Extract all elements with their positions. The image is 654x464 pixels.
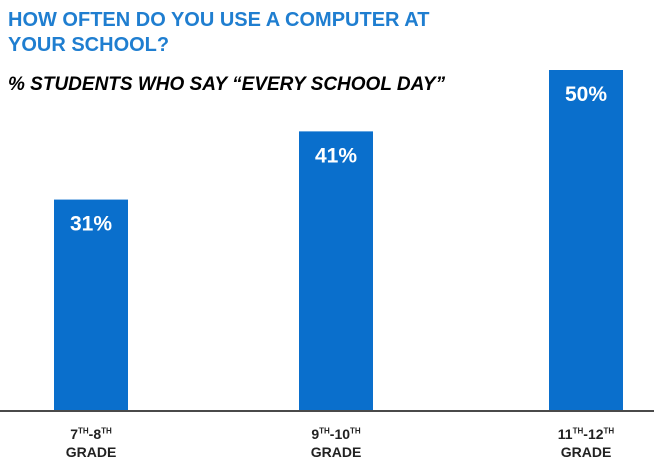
category-label-line1: 9TH-10TH (311, 426, 360, 442)
category-part-a: 11 (557, 425, 573, 442)
bar-2 (299, 131, 373, 411)
bar-value-label-2: 41% (315, 144, 357, 167)
category-label-line2: GRADE (310, 443, 362, 460)
category-part-b-sup: TH (350, 426, 361, 435)
category-part-a-sup: TH (78, 426, 89, 435)
bar-3 (549, 70, 623, 411)
chart-title: HOW OFTEN DO YOU USE A COMPUTER AT YOUR S… (8, 8, 429, 58)
category-label-1: 7TH-8TH GRADE (31, 422, 151, 461)
category-part-b-sup: TH (603, 426, 615, 435)
chart-title-line2: YOUR SCHOOL? (8, 34, 170, 56)
category-part-b-sup: TH (101, 426, 112, 435)
category-part-b: -8 (88, 425, 102, 442)
category-label-line2: GRADE (65, 443, 117, 460)
category-label-line1: 7TH-8TH (70, 426, 112, 442)
category-part-a: 9 (311, 425, 320, 442)
category-part-b: -10 (329, 425, 351, 442)
category-label-line2: GRADE (560, 443, 612, 460)
category-part-b: -12 (583, 425, 604, 442)
chart-title-line1: HOW OFTEN DO YOU USE A COMPUTER AT (8, 9, 430, 31)
bar-value-label-3: 50% (565, 83, 607, 106)
category-label-line1: 11TH-12TH (558, 426, 614, 442)
category-part-a-sup: TH (319, 426, 330, 435)
bar-value-label-1: 31% (70, 213, 112, 236)
category-part-a-sup: TH (572, 426, 584, 435)
category-label-2: 9TH-10TH GRADE (276, 422, 396, 461)
bar-1 (54, 199, 128, 411)
category-label-3: 11TH-12TH GRADE (526, 422, 646, 461)
category-part-a: 7 (70, 425, 78, 442)
chart-subtitle: % STUDENTS WHO SAY “EVERY SCHOOL DAY” (8, 74, 446, 95)
